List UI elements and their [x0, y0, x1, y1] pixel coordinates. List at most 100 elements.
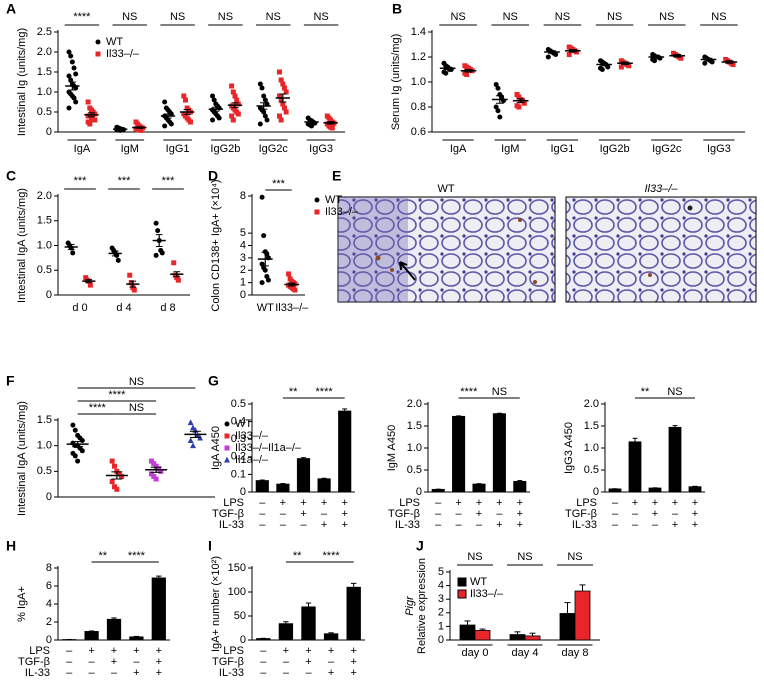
image-title: WT — [437, 183, 454, 195]
condition-name: LPS — [576, 497, 597, 509]
condition-sign: + — [133, 667, 139, 679]
stain — [648, 273, 652, 277]
histology — [337, 196, 757, 303]
condition-sign: + — [350, 645, 356, 657]
condition-sign: + — [156, 645, 162, 657]
data-point — [168, 121, 174, 127]
y-tick-label: 0.4 — [231, 416, 246, 428]
sig-label: *** — [162, 175, 176, 187]
data-point — [618, 64, 624, 70]
condition-name: IL-33 — [219, 667, 244, 679]
condition-sign: + — [692, 508, 698, 520]
data-point — [153, 463, 159, 469]
bar — [296, 458, 311, 493]
condition-sign: – — [66, 656, 73, 668]
data-point — [443, 70, 449, 76]
condition-name: IL-33 — [219, 519, 244, 531]
data-point — [280, 81, 286, 87]
data-point — [68, 53, 74, 59]
y-tick-label: 0 — [240, 634, 246, 646]
y-tick-label: 0 — [46, 289, 52, 301]
x-tick-label: d 4 — [116, 302, 131, 314]
data-point — [187, 437, 194, 444]
x-tick-label: IgG2c — [652, 143, 682, 155]
bar — [608, 488, 622, 493]
panel-letter: G — [208, 373, 219, 389]
condition-sign: + — [328, 645, 334, 657]
condition-sign: + — [341, 497, 347, 509]
data-point — [257, 121, 263, 127]
bar — [278, 623, 294, 641]
data-point — [651, 58, 657, 64]
panel-letter: C — [6, 168, 16, 184]
y-tick-label: 0 — [438, 634, 444, 646]
sig-label: NS — [667, 386, 682, 398]
x-tick-label: IgG2c — [259, 143, 289, 155]
condition-sign: + — [156, 667, 162, 679]
data-point — [280, 101, 286, 107]
y-axis-title: IgG3 A450 — [563, 422, 575, 474]
x-tick-label: d 0 — [72, 302, 87, 314]
condition-sign: + — [283, 645, 289, 657]
sig-label: **** — [89, 402, 107, 414]
y-tick-label: 1.5 — [407, 420, 422, 432]
sig-label: **** — [316, 386, 334, 398]
data-point — [309, 123, 315, 129]
bar — [559, 613, 576, 641]
condition-sign: – — [328, 656, 335, 668]
condition-name: IL-33 — [395, 519, 420, 531]
sig-label: NS — [467, 551, 482, 563]
y-tick-label: 0 — [240, 486, 246, 498]
condition-name: TGF-β — [565, 508, 597, 520]
y-tick-label: 1.0 — [37, 239, 52, 251]
data-point — [497, 114, 503, 120]
data-point — [187, 119, 193, 125]
condition-sign: + — [652, 508, 658, 520]
data-point — [109, 458, 115, 464]
data-point — [71, 95, 77, 101]
data-point — [276, 113, 282, 119]
data-point — [148, 471, 154, 477]
bar — [452, 415, 466, 493]
bar — [129, 636, 144, 641]
x-tick-label: day 8 — [562, 647, 589, 659]
y-tick-label: 0 — [593, 486, 599, 498]
sig-label: NS — [517, 551, 532, 563]
y-tick-label: 0 — [416, 486, 422, 498]
y-tick-label: 0.1 — [231, 468, 246, 480]
legend-marker — [224, 421, 230, 427]
data-point — [114, 468, 120, 474]
condition-sign: – — [283, 667, 290, 679]
bar — [346, 586, 361, 641]
condition-sign: – — [260, 667, 267, 679]
y-axis-title: % IgA+ — [16, 586, 28, 622]
bar — [492, 413, 506, 493]
data-point — [259, 280, 265, 286]
condition-sign: + — [517, 508, 523, 520]
condition-sign: + — [305, 645, 311, 657]
x-tick-label: IgG1 — [166, 143, 190, 155]
data-point — [182, 97, 188, 103]
legend-label: WT — [325, 194, 342, 206]
y-tick-label: 8 — [46, 562, 52, 574]
data-point — [230, 117, 236, 123]
sig-label: NS — [450, 11, 465, 23]
y-tick-label: 0 — [46, 126, 52, 138]
condition-name: TGF-β — [18, 656, 50, 668]
y-tick-label: 0.5 — [231, 398, 246, 410]
data-point — [128, 280, 134, 286]
y-axis-title: Relative expression — [416, 558, 428, 654]
y-tick-label: 0.2 — [231, 451, 246, 463]
sig-label: *** — [272, 178, 286, 190]
stain — [687, 205, 693, 211]
y-tick-label: 4 — [46, 598, 52, 610]
bar — [338, 410, 352, 493]
legend-marker — [457, 577, 467, 587]
data-point — [119, 473, 125, 479]
data-point — [158, 468, 164, 474]
legend-marker — [224, 433, 230, 439]
condition-sign: – — [456, 508, 463, 520]
data-point — [162, 99, 168, 105]
condition-sign: + — [305, 656, 311, 668]
condition-sign: – — [300, 519, 307, 531]
